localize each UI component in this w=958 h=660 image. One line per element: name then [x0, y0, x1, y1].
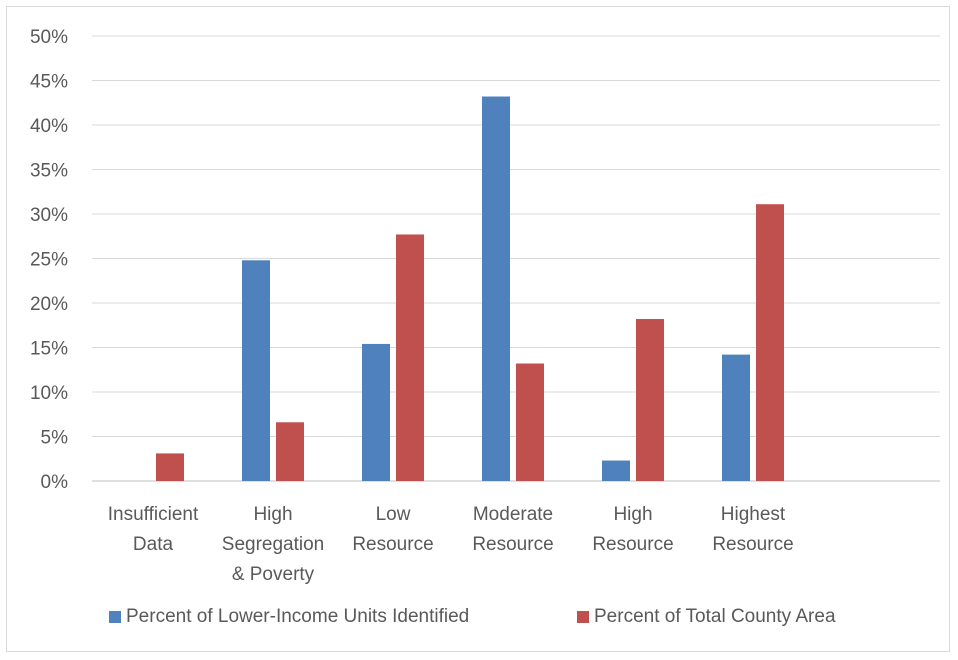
x-category-label: Moderate Resource: [472, 504, 553, 555]
y-tick-label: 25%: [30, 250, 68, 271]
y-tick-label: 10%: [30, 383, 68, 404]
x-category-label-line: Resource: [712, 534, 793, 555]
x-category-label-line: Moderate: [473, 504, 553, 525]
x-category-label-line: Highest: [721, 504, 786, 525]
x-category-label-line: Segregation: [222, 534, 324, 555]
x-category-label-line: High: [613, 504, 652, 525]
bar-series2-cat6: [756, 204, 784, 481]
x-category-label: Highest Resource: [712, 504, 793, 555]
x-category-label-line: Low: [376, 504, 411, 525]
legend-swatch: [577, 611, 589, 623]
bar-series1-cat3: [362, 343, 390, 481]
y-tick-label: 45%: [30, 72, 68, 93]
x-category-label-line: Resource: [352, 534, 433, 555]
x-category-label: High Resource: [592, 504, 673, 555]
x-category-label-line: Insufficient: [108, 504, 199, 525]
y-tick-label: 50%: [30, 27, 68, 48]
x-category-label-line: & Poverty: [232, 564, 315, 585]
legend-label: Percent of Lower-Income Units Identified: [126, 606, 469, 627]
bar-series2-cat2: [276, 422, 304, 481]
x-category-label: Insufficient Data: [108, 504, 199, 555]
x-axis-categories: Insufficient Data High Segregation & Poverty…: [108, 504, 794, 585]
gridlines: [92, 35, 940, 482]
bar-series1-cat2: [242, 260, 270, 481]
x-category-label-line: Resource: [592, 534, 673, 555]
chart-frame: [6, 6, 950, 652]
y-tick-label: 30%: [30, 205, 68, 226]
bar-series1-cat6: [722, 354, 750, 481]
bar-series2-cat5: [636, 319, 664, 481]
bar-series1-cat4: [482, 96, 510, 482]
x-category-label-line: High: [253, 504, 292, 525]
bar-series1-cat5: [602, 460, 630, 481]
y-tick-label: 5%: [41, 428, 69, 449]
legend-label: Percent of Total County Area: [594, 606, 836, 627]
y-tick-label: 15%: [30, 339, 68, 360]
y-tick-label: 35%: [30, 161, 68, 182]
legend: Percent of Lower-Income Units Identified…: [109, 606, 836, 627]
x-category-label-line: Resource: [472, 534, 553, 555]
bar-series2-cat1: [156, 453, 184, 481]
bar-series2-cat3: [396, 234, 424, 481]
bar-series2-cat4: [516, 363, 544, 481]
y-tick-label: 20%: [30, 294, 68, 315]
y-tick-label: 40%: [30, 116, 68, 137]
x-category-label-line: Data: [133, 534, 174, 555]
x-category-label: High Segregation & Poverty: [222, 504, 324, 585]
y-tick-label: 0%: [41, 472, 69, 493]
legend-swatch: [109, 611, 121, 623]
bars: [156, 96, 784, 482]
x-category-label: Low Resource: [352, 504, 433, 555]
y-axis-ticks: 0% 5% 10% 15% 20% 25% 30% 35% 40% 45% 50%: [30, 27, 68, 493]
